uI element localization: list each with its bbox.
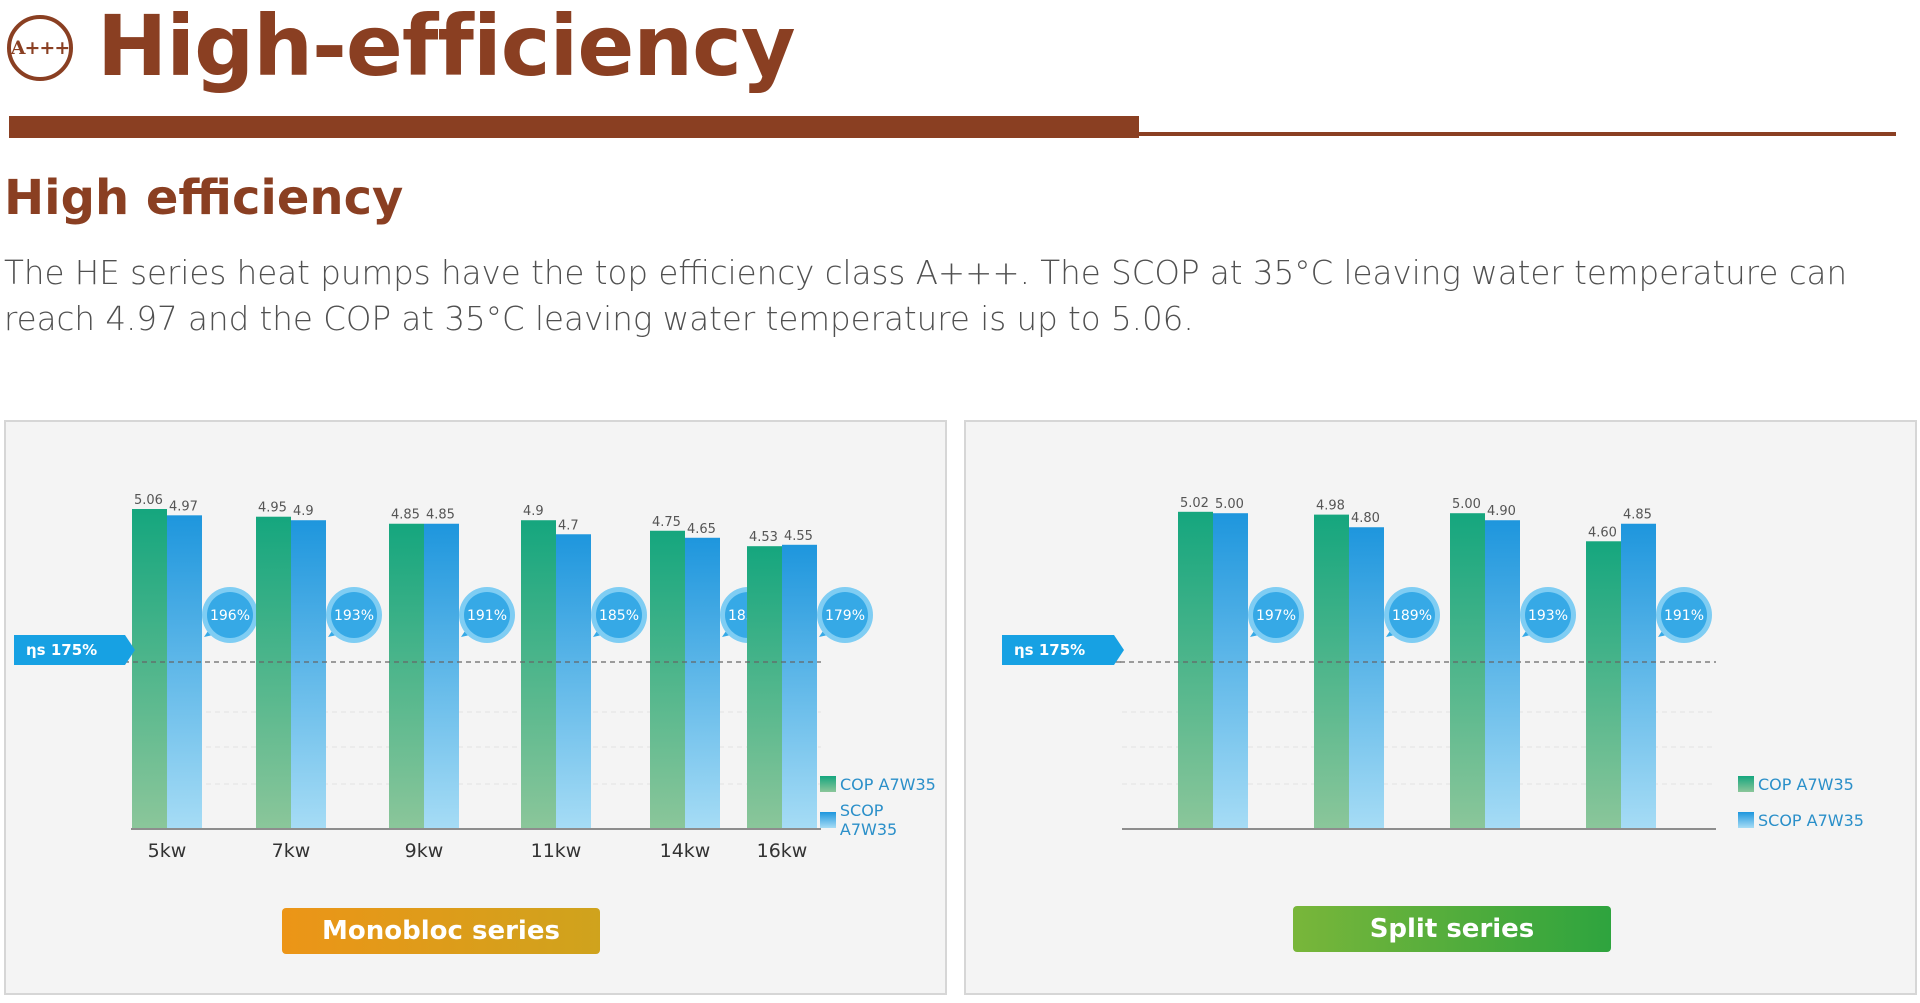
efficiency-percent-label: 191% (1664, 608, 1704, 624)
eta-reference-tag: ηs 175% (1002, 635, 1124, 665)
chart-legend: COP A7W35 SCOP A7W35 (820, 774, 945, 846)
scop-value-label: 4.85 (426, 508, 455, 523)
scop-bar (782, 544, 817, 829)
scop-bar (1485, 520, 1520, 829)
scop-bar (291, 520, 326, 829)
scop-value-label: 4.55 (784, 529, 813, 544)
legend-label-scop: SCOP A7W35 (1758, 810, 1864, 830)
scop-bar (167, 515, 202, 829)
scop-value-label: 4.90 (1487, 504, 1516, 519)
cop-value-label: 5.02 (1180, 496, 1209, 511)
cop-value-label: 4.9 (523, 504, 544, 519)
efficiency-bubble (207, 592, 253, 638)
legend-label-cop: COP A7W35 (1758, 774, 1854, 794)
efficiency-percent-label: 191% (467, 608, 507, 624)
efficiency-percent-label: 185% (599, 608, 639, 624)
efficiency-percent-label: 193% (334, 608, 374, 624)
cop-value-label: 4.60 (1588, 525, 1617, 540)
split-bar-chart: 5.02 5.00 197% 4.98 4.80 189% 5.00 4.90 193% 4.60… (1084, 496, 1716, 830)
monobloc-bar-chart: 5.06 4.97 196% 5kw 4.95 4.9 193% 7kw 4.85 4.85 191… (124, 493, 873, 862)
logo-text: A+++ (10, 37, 71, 59)
legend-swatch-scop (820, 812, 836, 828)
efficiency-percent-label: 197% (1256, 608, 1296, 624)
cop-value-label: 4.53 (749, 530, 778, 545)
split-chart-panel: 5.02 5.00 197% 4.98 4.80 189% 5.00 4.90 193% 4.60… (964, 420, 1917, 995)
scop-value-label: 4.65 (687, 522, 716, 537)
cop-value-label: 5.06 (134, 493, 163, 508)
legend-item-scop: SCOP A7W35 (1738, 810, 1864, 830)
cop-bar (1586, 541, 1621, 829)
legend-swatch-cop (820, 776, 836, 792)
efficiency-bubble (1525, 592, 1571, 638)
legend-label-scop: SCOP A7W35 (839, 801, 898, 839)
cop-bar (650, 530, 685, 829)
scop-bar (556, 534, 591, 829)
scop-value-label: 4.85 (1623, 508, 1652, 523)
chart-legend: COP A7W35 SCOP A7W35 (1738, 774, 1864, 846)
category-tick-label: 5kw (148, 840, 187, 862)
cop-bar (1450, 513, 1485, 829)
monobloc-series-label: Monobloc series (282, 908, 600, 954)
cop-value-label: 4.85 (391, 508, 420, 523)
efficiency-bubble (822, 592, 868, 638)
efficiency-percent-label: 189% (1392, 608, 1432, 624)
efficiency-percent-label: 193% (1528, 608, 1568, 624)
scop-value-label: 4.80 (1351, 511, 1380, 526)
scop-bar (424, 523, 459, 829)
legend-swatch-cop (1738, 776, 1754, 792)
efficiency-percent-label: 179% (825, 608, 865, 624)
monobloc-chart-panel: 5.06 4.97 196% 5kw 4.95 4.9 193% 7kw 4.85 4.85 191… (4, 420, 947, 995)
energy-class-logo-icon: A+++ (7, 15, 73, 81)
section-description: The HE series heat pumps have the top ef… (4, 254, 1848, 338)
category-tick-label: 16kw (757, 840, 808, 862)
efficiency-percent-label: 196% (210, 608, 250, 624)
cop-bar (256, 516, 291, 829)
efficiency-bubble (1661, 592, 1707, 638)
page-title: High-efficiency (97, 0, 796, 95)
cop-bar (1178, 511, 1213, 829)
category-tick-label: 7kw (272, 840, 311, 862)
split-series-label: Split series (1293, 906, 1611, 952)
efficiency-bubble (331, 592, 377, 638)
category-tick-label: 11kw (531, 840, 582, 862)
cop-bar (1314, 514, 1349, 829)
cop-bar (132, 509, 167, 829)
legend-swatch-scop (1738, 812, 1754, 828)
legend-label-cop: COP A7W35 (840, 774, 936, 794)
scop-value-label: 4.7 (558, 518, 579, 533)
category-tick-label: 14kw (660, 840, 711, 862)
title-underline-thick (9, 116, 1139, 138)
scop-bar (1213, 513, 1248, 829)
cop-bar (747, 546, 782, 829)
cop-value-label: 4.75 (652, 515, 681, 530)
efficiency-bubble (596, 592, 642, 638)
cop-value-label: 5.00 (1452, 497, 1481, 512)
scop-bar (1349, 527, 1384, 829)
cop-value-label: 4.95 (258, 501, 287, 516)
category-tick-label: 9kw (405, 840, 444, 862)
efficiency-bubble (1253, 592, 1299, 638)
scop-bar (685, 537, 720, 829)
scop-value-label: 4.97 (169, 499, 198, 514)
eta-reference-tag: ηs 175% (14, 635, 135, 665)
efficiency-bubble (1389, 592, 1435, 638)
cop-value-label: 4.98 (1316, 499, 1345, 514)
legend-item-scop: SCOP A7W35 (820, 801, 945, 839)
title-underline-thin (1138, 132, 1896, 136)
scop-bar (1621, 523, 1656, 829)
section-title: High efficiency (4, 170, 404, 226)
scop-value-label: 5.00 (1215, 497, 1244, 512)
legend-item-cop: COP A7W35 (820, 774, 945, 794)
cop-bar (521, 520, 556, 829)
legend-item-cop: COP A7W35 (1738, 774, 1864, 794)
efficiency-bubble (464, 592, 510, 638)
cop-bar (389, 523, 424, 829)
scop-value-label: 4.9 (293, 504, 314, 519)
